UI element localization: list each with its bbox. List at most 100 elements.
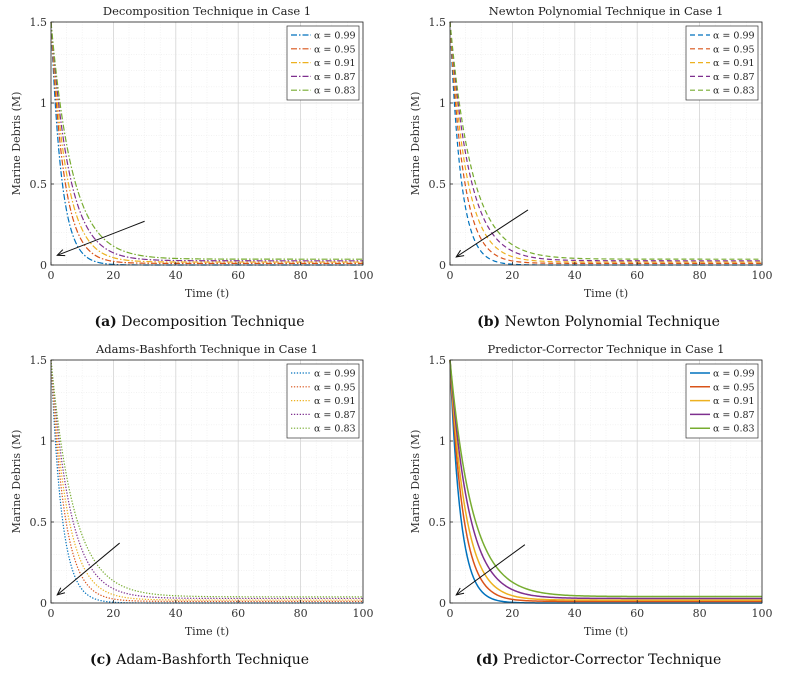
caption-d-text: Predictor-Corrector Technique [503,652,722,668]
y-axis-label: Marine Debris (M) [10,92,23,196]
x-tick-label: 60 [630,607,644,620]
chart-title: Decomposition Technique in Case 1 [103,4,311,18]
series-line-3 [50,21,363,262]
x-tick-label: 0 [48,607,55,620]
legend-label-4: α = 0.83 [713,424,755,435]
chart-title: Adams-Bashforth Technique in Case 1 [95,342,318,356]
chart-d: Predictor-Corrector Technique in Case 1 0… [409,342,773,638]
y-tick-label: 1 [40,97,47,110]
chart-title: Predictor-Corrector Technique in Case 1 [488,342,725,356]
series-line-1 [449,21,762,264]
y-tick-label: 0 [439,259,446,272]
x-tick-label: 0 [447,607,454,620]
trend-arrow-head [56,587,66,596]
caption-b-label: (b) [477,314,501,330]
series-line-1 [50,21,363,264]
panel-c: Adams-Bashforth Technique in Case 1 0 20 40… [0,338,399,676]
x-tick-label: 100 [353,607,374,620]
series-line-0 [50,21,363,266]
caption-b: (b) Newton Polynomial Technique [399,314,798,330]
x-tick-label: 0 [447,269,454,282]
chart-title: Newton Polynomial Technique in Case 1 [489,4,724,18]
trend-arrow-head [455,249,465,258]
x-tick-label: 40 [169,269,183,282]
y-tick-label: 1.5 [429,16,447,29]
legend-label-3: α = 0.87 [314,72,356,83]
series-line-2 [50,359,363,601]
legend-label-1: α = 0.95 [713,44,755,55]
legend: α = 0.99 α = 0.95 α = 0.91 α = 0.87 α = 0.83 [286,363,360,439]
legend-label-1: α = 0.95 [713,382,755,393]
legend-label-0: α = 0.99 [314,369,356,380]
x-axis-label: Time (t) [185,625,229,638]
legend-label-1: α = 0.95 [314,44,356,55]
series-line-4 [449,21,762,260]
x-tick-label: 60 [231,269,245,282]
series-line-4 [50,359,363,598]
x-tick-label: 60 [630,269,644,282]
series-line-4 [449,359,762,598]
caption-b-text: Newton Polynomial Technique [504,314,720,330]
axes-box [50,21,364,266]
x-tick-label: 20 [505,607,519,620]
series-line-2 [449,21,762,263]
trend-arrow-shaft [56,542,120,596]
x-axis-label: Time (t) [185,287,229,300]
panel-d: Predictor-Corrector Technique in Case 1 0… [399,338,798,676]
legend-label-0: α = 0.99 [713,369,755,380]
legend-label-3: α = 0.87 [314,410,356,421]
caption-d: (d) Predictor-Corrector Technique [399,652,798,668]
caption-a: (a) Decomposition Technique [0,314,399,330]
y-tick-label: 0 [40,597,47,610]
x-tick-label: 20 [106,269,120,282]
caption-c-label: (c) [89,652,112,668]
axes-box [449,359,763,604]
y-tick-label: 0 [439,597,446,610]
legend-label-1: α = 0.95 [314,382,356,393]
x-tick-label: 0 [48,269,55,282]
legend: α = 0.99 α = 0.95 α = 0.91 α = 0.87 α = 0.83 [286,25,360,101]
y-axis-label: Marine Debris (M) [10,430,23,534]
caption-a-text: Decomposition Technique [121,314,305,330]
series-line-4 [50,21,363,260]
legend-box [286,363,360,439]
trend-arrow-shaft [455,544,526,596]
x-tick-label: 100 [752,607,773,620]
y-tick-label: 0.5 [429,178,447,191]
x-axis-label: Time (t) [584,625,628,638]
axes-box [449,21,763,266]
chart-c: Adams-Bashforth Technique in Case 1 0 20 40… [10,342,374,638]
panel-a: Decomposition Technique in Case 1 0 20 40 60… [0,0,399,338]
trend-arrow-head [56,249,66,257]
x-tick-label: 100 [353,269,374,282]
x-tick-label: 80 [294,607,308,620]
legend-label-2: α = 0.91 [314,396,356,407]
x-tick-label: 40 [568,607,582,620]
legend: α = 0.99 α = 0.95 α = 0.91 α = 0.87 α = 0.83 [685,25,759,101]
x-tick-label: 20 [106,607,120,620]
panel-b: Newton Polynomial Technique in Case 1 0 20… [399,0,798,338]
legend-label-3: α = 0.87 [713,72,755,83]
legend-label-2: α = 0.91 [713,396,755,407]
series-line-2 [449,359,762,601]
y-tick-label: 0.5 [30,516,48,529]
series-line-1 [449,359,762,603]
y-tick-label: 1.5 [429,354,447,367]
caption-c-text: Adam-Bashforth Technique [116,652,310,668]
legend-label-2: α = 0.91 [713,58,755,69]
y-tick-label: 1 [439,97,446,110]
y-tick-label: 1.5 [30,16,48,29]
grid [449,359,763,604]
legend-label-4: α = 0.83 [314,86,356,97]
x-tick-label: 20 [505,269,519,282]
legend-label-0: α = 0.99 [314,31,356,42]
x-tick-label: 80 [693,269,707,282]
y-tick-label: 1 [40,435,47,448]
series-line-3 [449,21,762,262]
legend: α = 0.99 α = 0.95 α = 0.91 α = 0.87 α = 0.83 [685,363,759,439]
x-tick-label: 40 [568,269,582,282]
chart-a: Decomposition Technique in Case 1 0 20 40 60… [10,4,374,300]
y-axis-label: Marine Debris (M) [409,92,422,196]
chart-b: Newton Polynomial Technique in Case 1 0 20… [409,4,773,300]
legend-label-3: α = 0.87 [713,410,755,421]
